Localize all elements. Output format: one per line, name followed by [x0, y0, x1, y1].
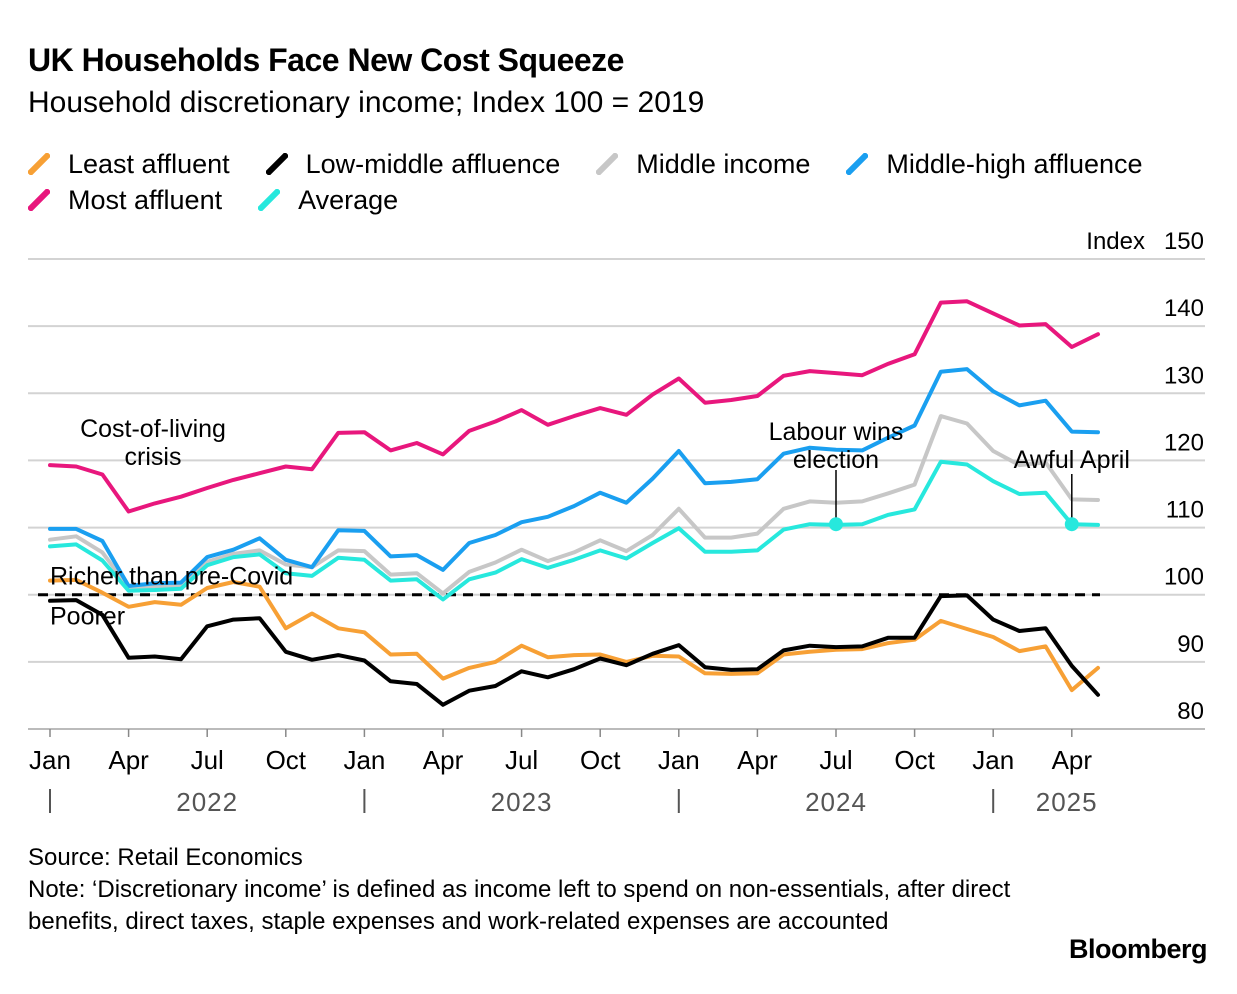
annotation-marker: [1064, 517, 1079, 532]
legend-label: Low-middle affluence: [305, 148, 561, 179]
note-text: Note: ‘Discretionary income’ is defined …: [28, 876, 1011, 935]
y-tick-label: 90: [1177, 631, 1204, 658]
y-tick-label: 140: [1164, 295, 1204, 322]
annotation-labour-election: Labour wins: [769, 418, 904, 446]
reference-label-above: Richer than pre-Covid: [50, 563, 293, 591]
x-tick-label: Oct: [894, 745, 935, 775]
x-tick-label: Oct: [580, 745, 621, 775]
x-tick-label: Apr: [423, 745, 464, 775]
x-tick-label: Jan: [972, 745, 1014, 775]
legend-swatch: [28, 153, 50, 175]
bloomberg-logo: Bloomberg: [1068, 934, 1208, 964]
year-label: 2023: [491, 787, 553, 817]
y-tick-label: 110: [1166, 497, 1204, 524]
x-tick-label: Jul: [819, 745, 852, 775]
x-tick-label: Jul: [191, 745, 224, 775]
legend-swatch: [265, 153, 288, 175]
annotation-cost-of-living: crisis: [125, 443, 182, 471]
x-tick-label: Jan: [658, 745, 700, 775]
year-label: 2025: [1036, 787, 1098, 817]
series-line-average: [48, 459, 1100, 602]
y-tick-label: 100: [1164, 564, 1204, 591]
legend-label: Average: [298, 184, 399, 215]
x-tick-label: Apr: [1052, 745, 1093, 775]
legend-swatch: [596, 153, 619, 175]
legend-label: Most affluent: [68, 184, 223, 215]
series-line-most-affluent: [48, 299, 1100, 514]
year-label: 2022: [176, 787, 238, 817]
series-line-low-middle-affluence: [48, 593, 1100, 707]
reference-label-below: Poorer: [50, 603, 125, 631]
legend-label: Middle income: [636, 148, 811, 179]
y-tick-label: 150: [1164, 228, 1204, 255]
series-line-least-affluent: [48, 577, 1100, 693]
y-tick-label: 80: [1177, 698, 1204, 725]
legend-row: Least affluent Low-middle affluence Middle…: [28, 146, 1218, 182]
y-tick-label: 120: [1164, 429, 1204, 456]
x-tick-label: Apr: [737, 745, 778, 775]
legend-item-least-affluent: Least affluent: [28, 149, 230, 180]
footer: Source: Retail Economics Note: ‘Discreti…: [28, 842, 1058, 938]
line-chart: 80 90 100 110 120 130 140 150 Index Jan Apr Jul Oct J…: [28, 228, 1205, 817]
legend-swatch: [846, 153, 869, 175]
chart-title: UK Households Face New Cost Squeeze: [28, 42, 624, 78]
legend-row: Most affluent Average: [28, 182, 1218, 218]
chart-subtitle: Household discretionary income; Index 10…: [28, 86, 705, 119]
legend-swatch: [28, 189, 50, 211]
legend-swatch: [258, 189, 281, 211]
legend-item-average: Average: [258, 185, 398, 216]
legend-item-most-affluent: Most affluent: [28, 185, 222, 216]
y-axis-title: Index: [1086, 228, 1145, 255]
legend-item-low-middle-affluence: Low-middle affluence: [265, 148, 561, 180]
y-tick-label: 130: [1164, 362, 1204, 389]
legend: Least affluent Low-middle affluence Middle…: [28, 146, 1218, 218]
annotation-labour-election: election: [793, 446, 879, 474]
year-label: 2024: [805, 787, 867, 817]
series-line-middle-high-affluence: [48, 367, 1100, 588]
x-tick-label: Jan: [343, 745, 385, 775]
annotation-marker: [829, 517, 843, 532]
legend-item-middle-income: Middle income: [596, 149, 810, 180]
x-tick-label: Oct: [266, 745, 307, 775]
legend-item-middle-high-affluence: Middle-high affluence: [846, 148, 1143, 180]
x-tick-label: Apr: [108, 745, 149, 775]
legend-label: Middle-high affluence: [886, 148, 1143, 179]
legend-label: Least affluent: [68, 148, 230, 179]
series-line-middle-income: [48, 414, 1100, 596]
annotation-awful-april: Awful April: [1014, 446, 1130, 474]
x-tick-label: Jul: [505, 745, 538, 775]
source-text: Source: Retail Economics: [28, 844, 303, 871]
x-tick-label: Jan: [29, 745, 71, 775]
annotation-cost-of-living: Cost-of-living: [80, 415, 226, 443]
